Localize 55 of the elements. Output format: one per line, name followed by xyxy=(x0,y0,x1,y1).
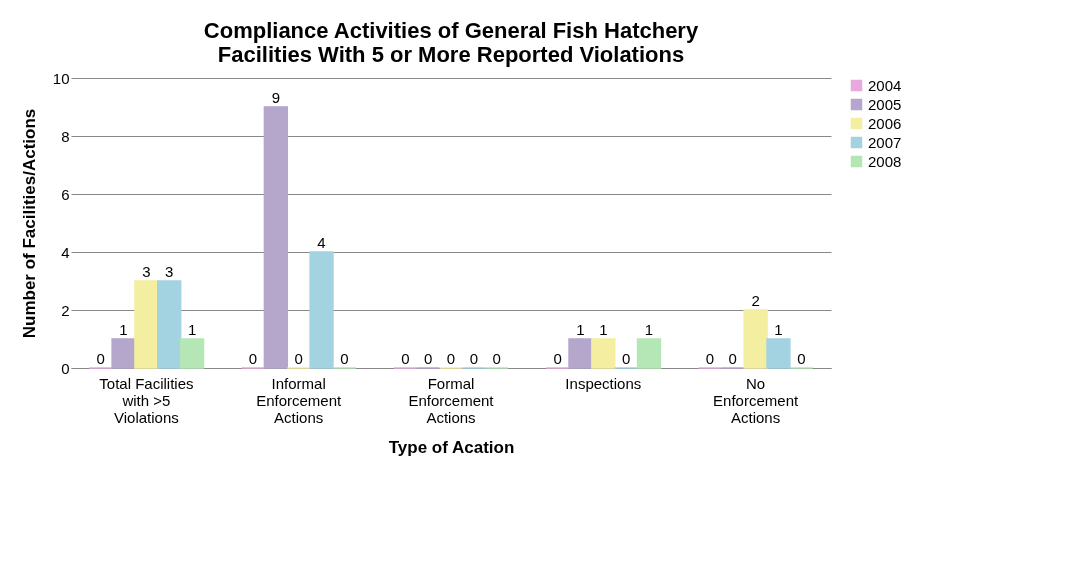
data-label: 0 xyxy=(797,350,806,367)
bar xyxy=(568,338,593,369)
bar xyxy=(591,338,616,369)
data-label: 3 xyxy=(165,263,174,280)
data-label: 0 xyxy=(96,350,105,367)
data-label: 0 xyxy=(705,350,715,367)
bar xyxy=(636,338,662,369)
legend-label: 2005 xyxy=(868,95,902,113)
chart-title: Compliance Activities of General Fish Hatchery Facilities With 5 or More Reported Violations xyxy=(203,18,699,67)
data-label: 9 xyxy=(271,89,281,106)
data-label: 1 xyxy=(599,321,608,338)
data-label: 4 xyxy=(317,234,326,251)
bar xyxy=(309,251,334,369)
data-label: 0 xyxy=(446,350,456,367)
y-tick-label: 4 xyxy=(61,243,70,261)
y-tick-label: 6 xyxy=(61,185,70,203)
y-tick-label: 0 xyxy=(61,359,70,377)
legend-label: 2004 xyxy=(868,76,902,94)
bar xyxy=(743,309,768,369)
data-label: 0 xyxy=(340,350,349,367)
data-label: 3 xyxy=(142,263,151,280)
y-tick-label: 10 xyxy=(52,69,70,87)
data-label: 0 xyxy=(294,350,303,367)
x-tick-label: Total Facilities with >5 Violations xyxy=(99,374,194,426)
data-label: 1 xyxy=(119,321,128,338)
bar xyxy=(134,280,159,369)
data-label: 1 xyxy=(576,321,585,338)
y-axis-title: Number of Facilities/Actions xyxy=(19,108,39,339)
y-tick-label: 2 xyxy=(61,301,70,319)
data-label: 1 xyxy=(774,321,783,338)
data-label: 0 xyxy=(248,350,258,367)
legend-label: 2008 xyxy=(868,152,902,170)
data-label: 0 xyxy=(469,350,479,367)
data-label: 0 xyxy=(553,350,562,367)
bar xyxy=(111,338,136,369)
data-label: 0 xyxy=(492,350,501,367)
bar xyxy=(263,106,289,369)
x-tick-label: No Enforcement Actions xyxy=(713,374,799,426)
data-label: 1 xyxy=(187,321,197,338)
x-tick-label: Inspections xyxy=(565,374,642,392)
x-tick-label: Informal Enforcement Actions xyxy=(256,374,343,426)
data-label: 0 xyxy=(621,350,631,367)
data-label: 0 xyxy=(728,350,737,367)
legend-label: 2006 xyxy=(868,114,902,132)
x-axis-title: Type of Acation xyxy=(388,437,515,457)
bar xyxy=(766,338,791,369)
bar xyxy=(157,280,182,369)
legend-label: 2007 xyxy=(868,133,902,151)
y-tick-label: 8 xyxy=(61,127,70,145)
data-label: 2 xyxy=(751,292,760,309)
data-label: 0 xyxy=(401,350,410,367)
bar xyxy=(179,338,205,369)
data-label: 0 xyxy=(423,350,433,367)
data-label: 1 xyxy=(644,321,654,338)
x-tick-label: Formal Enforcement Actions xyxy=(408,374,495,426)
